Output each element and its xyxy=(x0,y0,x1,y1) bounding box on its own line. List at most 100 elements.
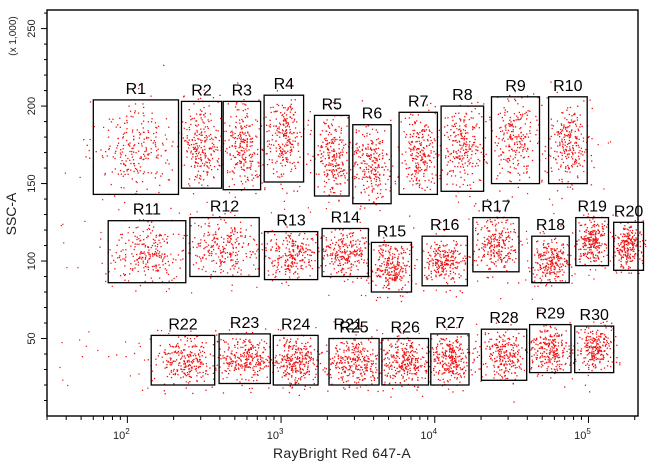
data-point xyxy=(190,144,193,146)
data-point xyxy=(588,238,591,241)
data-point xyxy=(136,190,138,193)
data-point xyxy=(142,230,144,233)
data-point xyxy=(472,126,474,128)
data-point xyxy=(430,152,432,154)
data-point xyxy=(500,258,502,261)
data-point xyxy=(468,148,470,150)
data-point xyxy=(377,196,379,199)
data-point xyxy=(143,153,145,155)
data-point xyxy=(325,344,328,346)
data-point xyxy=(332,176,334,178)
data-point xyxy=(220,218,222,221)
data-point xyxy=(492,249,495,251)
data-point xyxy=(284,164,286,167)
data-point xyxy=(483,103,485,105)
points-r15 xyxy=(366,237,418,303)
data-point xyxy=(194,146,196,148)
data-point xyxy=(200,165,202,167)
data-point xyxy=(494,225,496,227)
data-point xyxy=(154,245,156,247)
data-point xyxy=(603,233,606,235)
data-point xyxy=(257,176,259,178)
data-point xyxy=(286,226,288,228)
data-point xyxy=(241,168,243,170)
data-point xyxy=(144,265,146,268)
data-point xyxy=(493,240,495,242)
data-point xyxy=(333,154,335,156)
data-point xyxy=(424,267,426,269)
data-point xyxy=(344,244,346,246)
data-point xyxy=(217,223,219,226)
data-point xyxy=(150,277,152,279)
data-point xyxy=(423,152,425,154)
data-point xyxy=(279,271,281,273)
data-point xyxy=(304,251,306,253)
data-point xyxy=(147,260,149,262)
data-point xyxy=(588,247,590,249)
data-point xyxy=(447,256,449,258)
data-point xyxy=(300,372,303,374)
data-point xyxy=(268,140,270,142)
data-point xyxy=(289,154,292,156)
data-point xyxy=(208,162,211,164)
data-point xyxy=(164,393,166,395)
data-point xyxy=(304,365,306,367)
data-point xyxy=(247,132,249,134)
data-point xyxy=(511,125,514,127)
data-point xyxy=(459,125,461,127)
data-point xyxy=(332,141,334,144)
data-point xyxy=(512,119,515,122)
data-point xyxy=(128,105,130,107)
data-point xyxy=(249,138,251,140)
data-point xyxy=(134,144,136,146)
data-point xyxy=(632,236,634,238)
data-point xyxy=(190,369,193,371)
data-point xyxy=(281,266,283,268)
data-point xyxy=(481,116,483,118)
data-point xyxy=(540,279,543,281)
data-point xyxy=(405,136,407,138)
data-point xyxy=(205,270,207,273)
data-point xyxy=(501,369,503,371)
data-point xyxy=(422,150,424,152)
data-point xyxy=(524,136,526,138)
data-point xyxy=(443,245,445,247)
data-point xyxy=(214,242,216,244)
data-point xyxy=(178,362,180,364)
data-point xyxy=(233,137,236,139)
data-point xyxy=(210,246,212,249)
data-point xyxy=(179,362,181,364)
data-point xyxy=(357,269,359,271)
data-point xyxy=(277,262,279,264)
data-point xyxy=(597,246,599,248)
data-point xyxy=(144,155,146,157)
data-point xyxy=(355,254,357,256)
data-point xyxy=(386,269,388,271)
data-point xyxy=(204,116,206,118)
data-point xyxy=(268,130,270,132)
data-point xyxy=(370,139,372,142)
data-point xyxy=(641,259,643,262)
data-point xyxy=(325,104,327,107)
data-point xyxy=(146,266,148,268)
data-point xyxy=(410,174,413,176)
data-point xyxy=(573,120,575,123)
data-point xyxy=(542,244,544,246)
data-point xyxy=(332,163,334,165)
data-point xyxy=(402,267,404,270)
data-point xyxy=(325,122,327,125)
data-point xyxy=(289,142,291,145)
data-point xyxy=(201,355,203,357)
data-point xyxy=(173,368,175,371)
data-point xyxy=(342,173,345,175)
data-point xyxy=(332,119,334,121)
points-r6 xyxy=(346,100,397,228)
data-point xyxy=(455,135,457,137)
data-point xyxy=(514,91,516,93)
data-point xyxy=(438,275,440,277)
data-point xyxy=(187,382,190,384)
data-point xyxy=(153,265,155,267)
data-point xyxy=(579,224,581,227)
data-point xyxy=(513,228,515,231)
data-point xyxy=(458,140,460,142)
